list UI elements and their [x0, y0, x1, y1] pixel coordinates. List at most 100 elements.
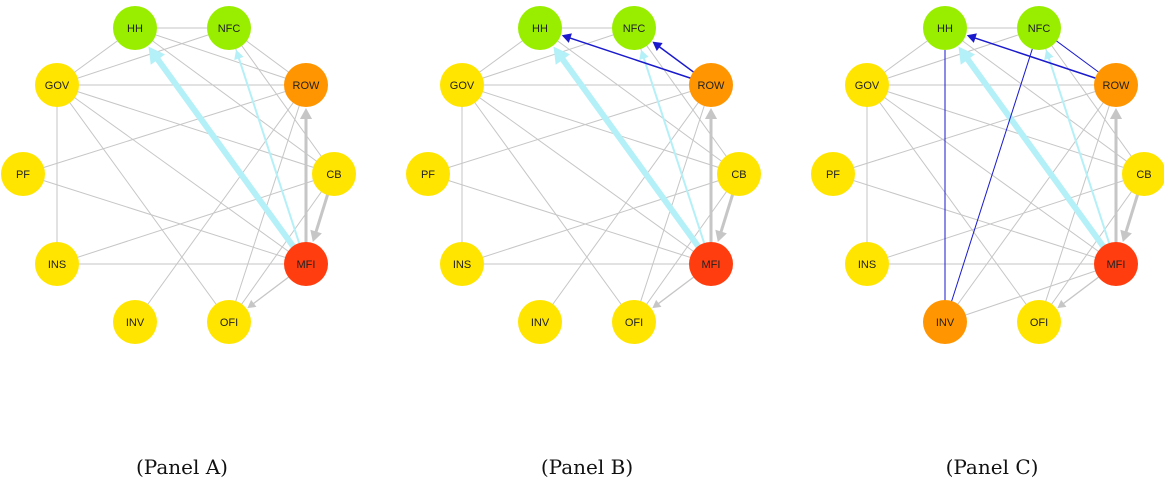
node-label: NFC	[623, 23, 646, 35]
node-circle	[689, 63, 733, 107]
node-mfi: MFI	[284, 242, 328, 286]
node-circle	[113, 6, 157, 50]
node-circle	[1, 152, 45, 196]
node-label: PF	[16, 169, 30, 181]
node-label: OFI	[220, 317, 238, 329]
node-cb: CB	[717, 152, 761, 196]
edge-gov-cb	[461, 84, 740, 175]
node-circle	[612, 300, 656, 344]
node-circle	[207, 6, 251, 50]
edge-hh-cb	[539, 27, 740, 175]
node-label: GOV	[855, 80, 880, 92]
node-gov: GOV	[35, 63, 79, 107]
node-label: NFC	[1028, 23, 1051, 35]
network-panel-3: HH NFC ROW CB MFI OFI INV INS PF GOV	[811, 6, 1164, 344]
edge-ofi-row	[228, 84, 307, 323]
edge-pf-mfi	[427, 173, 712, 265]
node-label: HH	[532, 23, 548, 35]
node-hh: HH	[113, 6, 157, 50]
panel-caption: (Panel B)	[540, 455, 634, 479]
node-circle	[35, 63, 79, 107]
node-label: MFI	[1107, 259, 1126, 271]
node-label: ROW	[293, 80, 321, 92]
edge-hh-row	[134, 27, 307, 86]
edge-hh-cb	[134, 27, 335, 175]
network-panel-2: HH NFC ROW CB MFI OFI INV INS PF GOV	[406, 6, 761, 344]
edge-gov-mfi	[461, 84, 712, 265]
node-circle	[1017, 300, 1061, 344]
node-nfc: NFC	[207, 6, 251, 50]
node-circle	[717, 152, 761, 196]
node-pf: PF	[1, 152, 45, 196]
node-ins: INS	[845, 242, 889, 286]
node-ofi: OFI	[612, 300, 656, 344]
edge-ins-cb	[56, 173, 335, 265]
node-mfi: MFI	[689, 242, 733, 286]
node-circle	[406, 152, 450, 196]
node-circle	[923, 300, 967, 344]
edge-pf-row	[22, 84, 307, 175]
edge-gov-ofi	[56, 84, 230, 323]
node-circle	[35, 242, 79, 286]
node-label: PF	[826, 169, 840, 181]
node-label: INV	[126, 317, 145, 329]
node-label: INS	[48, 259, 66, 271]
arrow-mfi-to-nfc	[639, 49, 709, 254]
node-circle	[845, 242, 889, 286]
node-label: INS	[858, 259, 876, 271]
edge-inv-row	[944, 84, 1117, 323]
edge-ofi-cb	[1038, 173, 1145, 323]
node-circle	[1122, 152, 1164, 196]
node-circle	[284, 242, 328, 286]
network-panel-1: HH NFC ROW CB MFI OFI INV INS PF GOV	[1, 6, 356, 344]
edge-ofi-cb	[228, 173, 335, 323]
node-label: PF	[421, 169, 435, 181]
node-circle	[312, 152, 356, 196]
node-label: GOV	[450, 80, 475, 92]
edge-hh-cb	[944, 27, 1145, 175]
node-circle	[284, 63, 328, 107]
node-row: ROW	[689, 63, 733, 107]
panel-caption: (Panel C)	[945, 455, 1039, 479]
edge-pf-mfi	[832, 173, 1117, 265]
node-circle	[612, 6, 656, 50]
node-gov: GOV	[440, 63, 484, 107]
node-circle	[440, 63, 484, 107]
node-label: CB	[326, 169, 341, 181]
arrow-row-to-hh	[561, 33, 701, 83]
edge-nfc-gov	[461, 27, 635, 86]
node-hh: HH	[518, 6, 562, 50]
node-mfi: MFI	[1094, 242, 1138, 286]
edge-ofi-row	[633, 84, 712, 323]
node-circle	[207, 300, 251, 344]
arrow-inv-to-nfc	[947, 48, 1033, 312]
node-label: ROW	[698, 80, 726, 92]
node-circle	[1017, 6, 1061, 50]
arrow-mfi-to-hh	[958, 46, 1112, 257]
node-ofi: OFI	[1017, 300, 1061, 344]
edge-ofi-cb	[633, 173, 740, 323]
node-circle	[1094, 242, 1138, 286]
node-circle	[1094, 63, 1138, 107]
node-ins: INS	[35, 242, 79, 286]
edge-ins-cb	[461, 173, 740, 265]
arrow-mfi-to-nfc	[234, 49, 304, 254]
node-gov: GOV	[845, 63, 889, 107]
node-label: OFI	[625, 317, 643, 329]
edge-gov-ofi	[866, 84, 1040, 323]
edge-ins-cb	[866, 173, 1145, 265]
node-inv: INV	[113, 300, 157, 344]
node-circle	[518, 300, 562, 344]
node-label: HH	[127, 23, 143, 35]
node-inv: INV	[518, 300, 562, 344]
node-ofi: OFI	[207, 300, 251, 344]
node-cb: CB	[312, 152, 356, 196]
node-label: INV	[936, 317, 955, 329]
node-row: ROW	[284, 63, 328, 107]
edge-nfc-cb	[228, 27, 335, 175]
arrow-mfi-to-row	[704, 108, 718, 253]
edge-nfc-cb	[633, 27, 740, 175]
edge-gov-ofi	[461, 84, 635, 323]
node-label: INV	[531, 317, 550, 329]
